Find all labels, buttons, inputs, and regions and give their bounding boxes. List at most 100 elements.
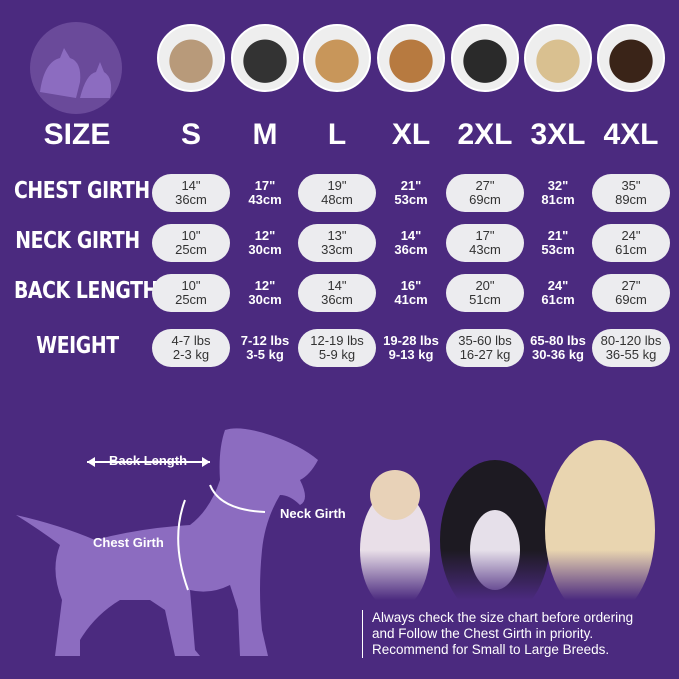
breed-photo-xl	[377, 24, 445, 92]
pet-logo-icon	[30, 22, 122, 114]
metric-value: 53cm	[541, 242, 575, 257]
imperial-value: 16"	[400, 278, 422, 293]
table-cell: 20" 51cm	[446, 274, 524, 312]
chest-girth-label: Chest Girth	[93, 535, 164, 550]
imperial-value: 35-60 lbs	[458, 333, 512, 348]
imperial-value: 27"	[621, 278, 641, 293]
breed-photo-l	[303, 24, 371, 92]
metric-value: 5-9 kg	[318, 347, 356, 362]
table-cell: 10" 25cm	[152, 224, 230, 262]
imperial-value: 17"	[254, 178, 276, 193]
metric-value: 36cm	[175, 192, 207, 207]
metric-value: 36cm	[394, 242, 428, 257]
size-m: M	[252, 118, 278, 151]
size-xl: XL	[391, 118, 431, 151]
table-cell: 12" 30cm	[226, 274, 304, 312]
table-cell: 12" 30cm	[226, 224, 304, 262]
imperial-value: 21"	[400, 178, 422, 193]
imperial-value: 7-12 lbs	[240, 333, 290, 348]
metric-value: 3-5 kg	[246, 347, 284, 362]
table-cell: 27" 69cm	[446, 174, 524, 212]
row-label: WEIGHT	[36, 333, 119, 359]
table-cell: 4-7 lbs 2-3 kg	[152, 329, 230, 367]
imperial-value: 13"	[327, 228, 347, 243]
metric-value: 69cm	[469, 192, 501, 207]
metric-value: 43cm	[248, 192, 282, 207]
imperial-value: 12-19 lbs	[310, 333, 364, 348]
breed-photo-2xl	[451, 24, 519, 92]
table-cell: 21" 53cm	[372, 174, 450, 212]
table-cell: 80-120 lbs 36-55 kg	[592, 329, 670, 367]
metric-value: 36cm	[321, 292, 353, 307]
table-cell: 17" 43cm	[446, 224, 524, 262]
breed-photo-3xl	[524, 24, 592, 92]
imperial-value: 35"	[621, 178, 641, 193]
table-cell: 7-12 lbs 3-5 kg	[226, 329, 304, 367]
metric-value: 48cm	[321, 192, 353, 207]
metric-value: 41cm	[394, 292, 428, 307]
table-cell: 19" 48cm	[298, 174, 376, 212]
size-4xl: 4XL	[603, 118, 659, 151]
imperial-value: 4-7 lbs	[171, 333, 211, 348]
imperial-value: 12"	[254, 228, 276, 243]
sizing-note: Always check the size chart before order…	[362, 610, 633, 658]
table-cell: 24" 61cm	[519, 274, 597, 312]
note-line: Recommend for Small to Large Breeds.	[372, 642, 610, 657]
table-cell: 13" 33cm	[298, 224, 376, 262]
table-cell: 14" 36cm	[152, 174, 230, 212]
table-cell: 35" 89cm	[592, 174, 670, 212]
imperial-value: 10"	[181, 228, 201, 243]
table-cell: 65-80 lbs 30-36 kg	[519, 329, 597, 367]
breed-photo-s	[157, 24, 225, 92]
table-cell: 14" 36cm	[372, 224, 450, 262]
imperial-value: 65-80 lbs	[530, 333, 586, 348]
size-s: S	[180, 118, 202, 151]
table-cell: 17" 43cm	[226, 174, 304, 212]
imperial-value: 14"	[181, 178, 201, 193]
imperial-value: 20"	[475, 278, 495, 293]
imperial-value: 10"	[181, 278, 201, 293]
metric-value: 25cm	[175, 242, 207, 257]
metric-value: 16-27 kg	[459, 347, 511, 362]
table-cell: 16" 41cm	[372, 274, 450, 312]
size-2xl: 2XL	[457, 118, 513, 151]
metric-value: 30cm	[248, 292, 282, 307]
row-label: NECK GIRTH	[15, 228, 140, 254]
imperial-value: 19"	[327, 178, 347, 193]
metric-value: 36-55 kg	[605, 347, 657, 362]
metric-value: 61cm	[541, 292, 575, 307]
imperial-value: 14"	[327, 278, 347, 293]
table-cell: 21" 53cm	[519, 224, 597, 262]
note-line: Always check the size chart before order…	[372, 610, 634, 625]
metric-value: 69cm	[615, 292, 647, 307]
breed-photo-m	[231, 24, 299, 92]
imperial-value: 32"	[547, 178, 569, 193]
metric-value: 25cm	[175, 292, 207, 307]
neck-girth-label: Neck Girth	[280, 506, 346, 521]
metric-value: 61cm	[615, 242, 647, 257]
imperial-value: 17"	[475, 228, 495, 243]
imperial-value: 24"	[547, 278, 569, 293]
note-line: and Follow the Chest Girth in priority.	[372, 626, 594, 641]
row-label: BACK LENGTH	[13, 278, 158, 304]
breed-photo-4xl	[597, 24, 665, 92]
table-cell: 24" 61cm	[592, 224, 670, 262]
table-cell: 32" 81cm	[519, 174, 597, 212]
dogs-photo	[345, 440, 665, 600]
imperial-value: 27"	[475, 178, 495, 193]
metric-value: 30-36 kg	[531, 347, 585, 362]
table-cell: 35-60 lbs 16-27 kg	[446, 329, 524, 367]
metric-value: 89cm	[615, 192, 647, 207]
metric-value: 2-3 kg	[172, 347, 210, 362]
imperial-value: 80-120 lbs	[600, 333, 662, 348]
imperial-value: 12"	[254, 278, 276, 293]
metric-value: 30cm	[248, 242, 282, 257]
dog-silhouette	[16, 428, 318, 656]
imperial-value: 19-28 lbs	[383, 333, 439, 348]
imperial-value: 14"	[400, 228, 422, 243]
metric-value: 53cm	[394, 192, 428, 207]
metric-value: 43cm	[469, 242, 501, 257]
table-cell: 27" 69cm	[592, 274, 670, 312]
table-cell: 14" 36cm	[298, 274, 376, 312]
